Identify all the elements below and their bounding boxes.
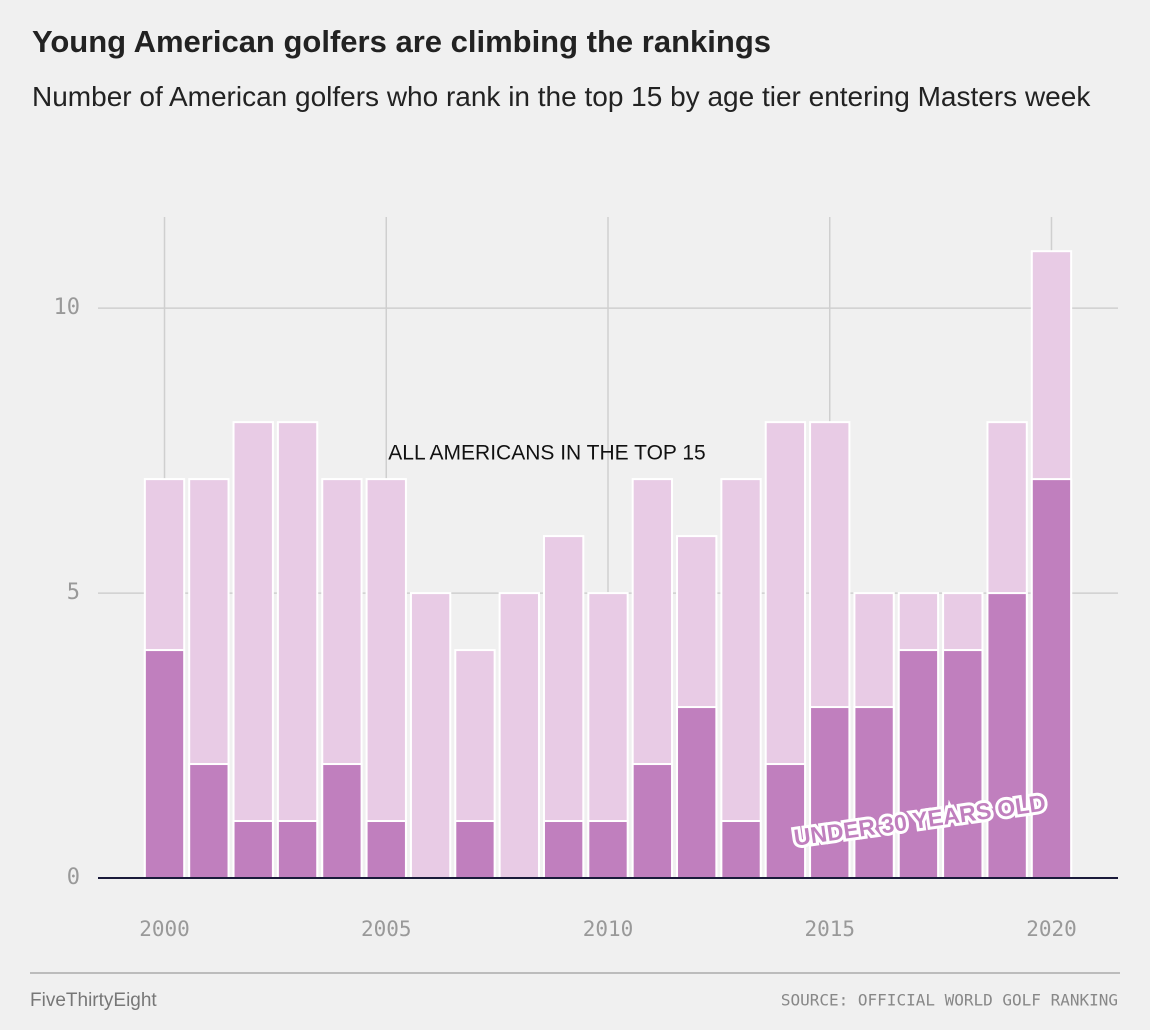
x-tick-label: 2005 [361, 917, 412, 941]
x-tick-label: 2000 [139, 917, 190, 941]
y-tick-label: 5 [67, 580, 80, 605]
y-tick-label: 10 [54, 295, 81, 320]
bar [676, 706, 718, 879]
bar [809, 706, 851, 879]
x-tick-label: 2010 [583, 917, 634, 941]
bar [542, 820, 585, 879]
bar [409, 592, 452, 879]
bar [143, 649, 186, 879]
bar [232, 820, 274, 879]
chart-title: Young American golfers are climbing the … [32, 24, 771, 59]
bar [188, 763, 230, 879]
y-tick-label: 0 [67, 865, 80, 890]
bar [276, 421, 319, 879]
bar [276, 820, 319, 879]
bar [897, 649, 940, 879]
bar [764, 763, 807, 879]
bar [1030, 478, 1073, 879]
chart-subtitle: Number of American golfers who rank in t… [32, 81, 1091, 112]
bar [720, 478, 762, 879]
bar [365, 478, 407, 879]
bar [587, 820, 629, 879]
bar [232, 421, 274, 879]
bar [365, 820, 407, 879]
x-tick-label: 2015 [804, 917, 855, 941]
bar [321, 763, 363, 879]
bar [942, 649, 984, 879]
bar [720, 820, 762, 879]
footer-brand: FiveThirtyEight [30, 990, 157, 1011]
bar [631, 763, 674, 879]
bar [498, 592, 540, 879]
bar [454, 820, 496, 879]
series-label: ALL AMERICANS IN THE TOP 15 [388, 442, 705, 465]
footer-source: SOURCE: OFFICIAL WORLD GOLF RANKING [781, 991, 1118, 1010]
bar [853, 706, 895, 879]
bar [986, 592, 1028, 879]
x-tick-label: 2020 [1026, 917, 1077, 941]
